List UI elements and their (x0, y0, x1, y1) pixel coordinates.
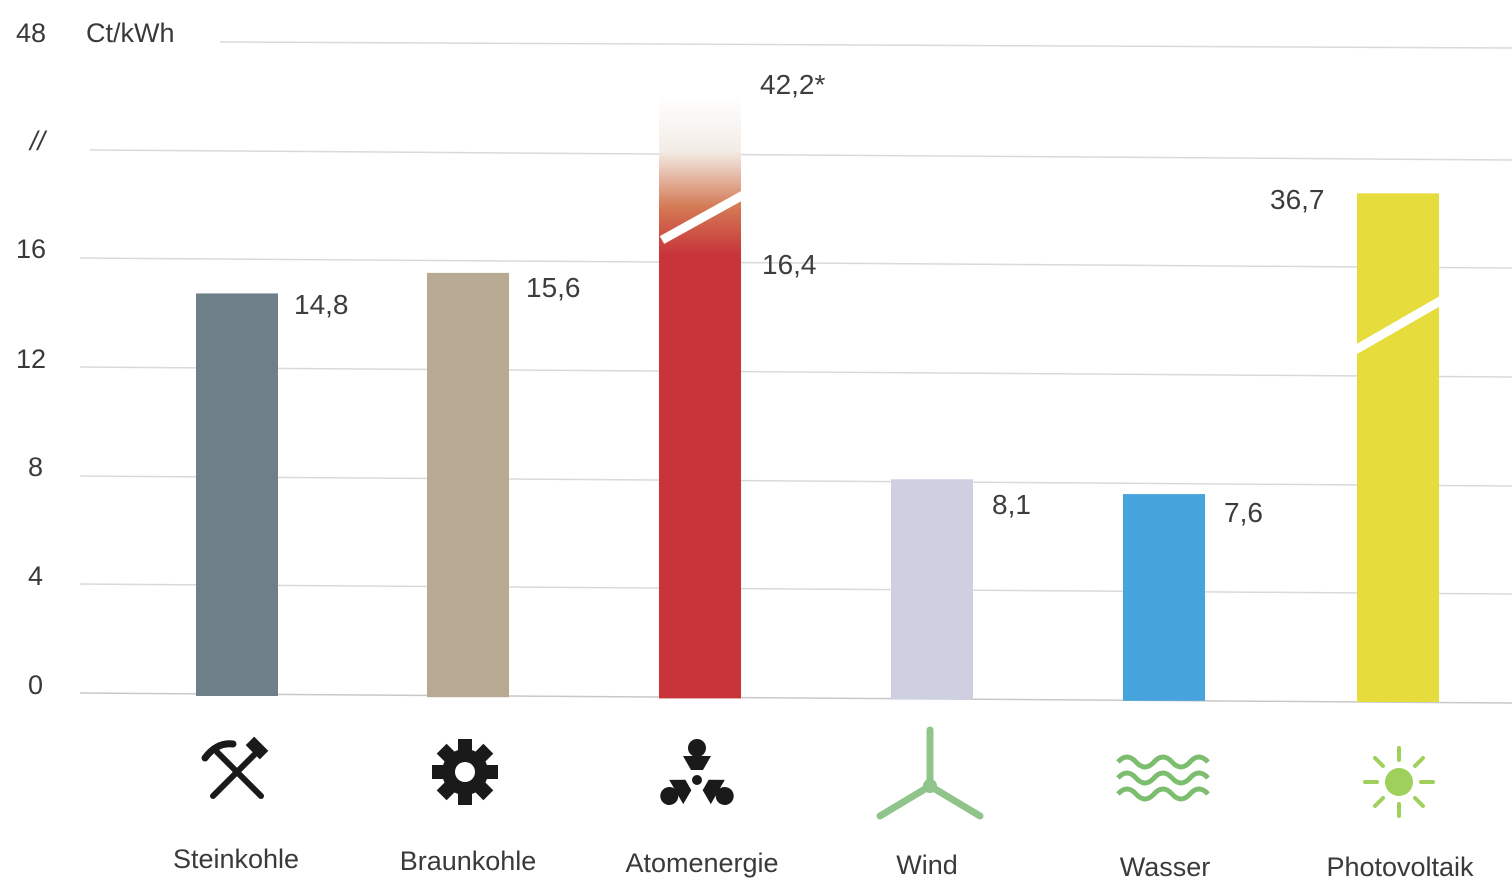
y-axis-unit: Ct/kWh (86, 18, 175, 48)
gridlines (79, 41, 1512, 704)
wind-turbine-icon (876, 726, 984, 820)
y-axis-break-mark: // (28, 126, 48, 156)
value-label-steinkohle: 14,8 (294, 289, 349, 320)
gridline-16 (79, 257, 1512, 269)
category-label-atomenergie: Atomenergie (625, 848, 778, 878)
value-label-atomenergie: 42,2* (760, 69, 825, 100)
category-label-wind: Wind (896, 850, 958, 880)
bar-break-photovoltaik (1352, 296, 1445, 354)
bar-steinkohle (196, 293, 278, 696)
gridline-12 (79, 366, 1512, 378)
bars (196, 96, 1445, 703)
value-labels: 14,8 15,6 42,2* 16,4 8,1 7,6 36,7 (294, 69, 1325, 528)
value-label-wasser: 7,6 (1224, 497, 1263, 528)
gridline-4 (79, 583, 1512, 595)
gridline-break (89, 149, 1512, 161)
bar-wind (891, 479, 973, 700)
y-tick-16: 16 (16, 234, 46, 264)
value-label-atomenergie-break: 16,4 (762, 249, 817, 280)
category-label-braunkohle: Braunkohle (400, 846, 537, 876)
gridline-48 (219, 41, 1512, 49)
gridline-8 (79, 475, 1512, 487)
y-axis: 48 Ct/kWh // 16 12 8 4 0 (16, 18, 175, 700)
bar-photovoltaik (1357, 193, 1439, 703)
water-waves-icon (1116, 754, 1210, 802)
bar-atomenergie-extension (659, 96, 741, 255)
category-label-steinkohle: Steinkohle (173, 844, 299, 874)
y-tick-0: 0 (28, 670, 43, 700)
radiation-icon (660, 739, 734, 805)
category-label-photovoltaik: Photovoltaik (1326, 852, 1474, 881)
y-tick-48: 48 (16, 18, 46, 48)
bar-break-atomenergie (659, 190, 748, 244)
value-label-wind: 8,1 (992, 489, 1031, 520)
value-label-photovoltaik: 36,7 (1270, 184, 1325, 215)
pickaxe-hammer-icon (201, 736, 269, 799)
bar-wasser (1123, 494, 1205, 701)
sun-icon (1363, 746, 1435, 818)
bar-braunkohle (427, 272, 509, 698)
y-tick-8: 8 (28, 452, 43, 482)
value-label-braunkohle: 15,6 (526, 272, 581, 303)
bar-atomenergie (659, 252, 741, 699)
y-tick-4: 4 (28, 561, 43, 591)
category-icons (201, 726, 1435, 820)
y-tick-12: 12 (16, 344, 46, 374)
gear-icon (432, 739, 498, 805)
category-label-wasser: Wasser (1120, 852, 1211, 881)
category-labels: Steinkohle Braunkohle Atomenergie Wind W… (173, 844, 1474, 881)
gridline-0 (79, 692, 1512, 704)
